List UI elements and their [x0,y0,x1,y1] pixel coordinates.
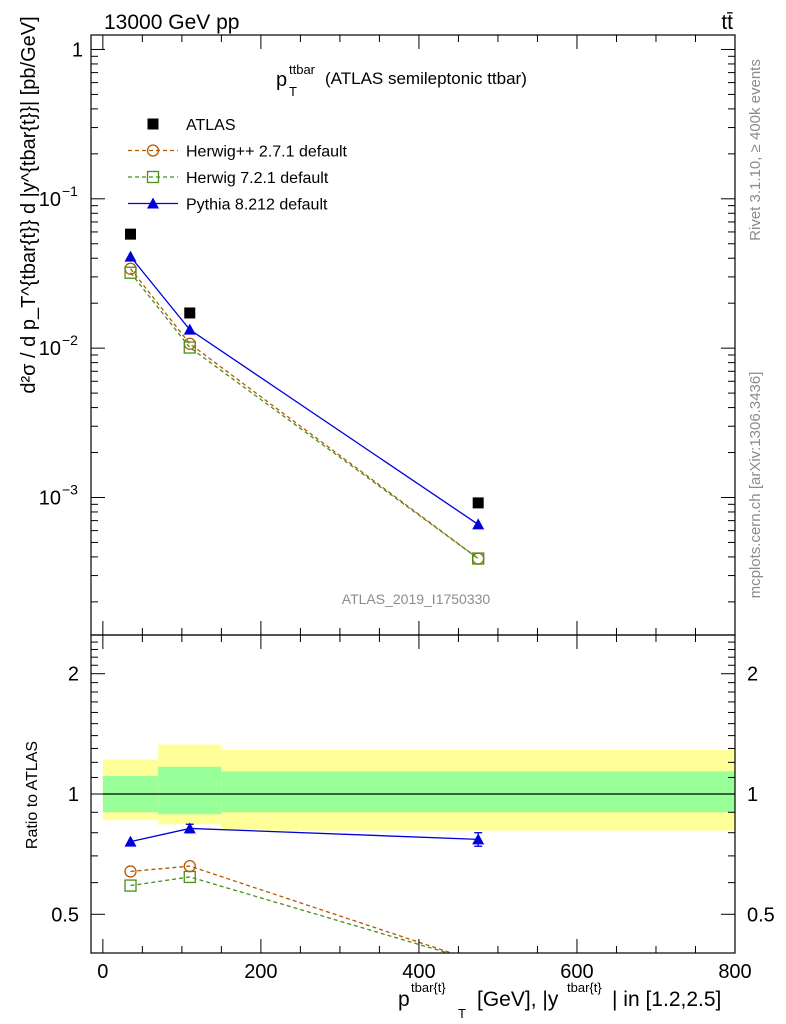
inner-band [221,771,735,813]
main-series-2-marker [124,266,137,279]
legend-marker-3 [147,197,159,209]
xlabel-superscript-2: tbar{t} [567,980,602,995]
main-series-0-marker [184,307,196,319]
main-y-tick-exponent: −3 [62,481,78,497]
main-y-tick-exponent: −1 [62,183,78,199]
legend-label-1: Herwig++ 2.7.1 default [186,144,348,161]
x-axis-label: p tbar{t} T [GeV], |y tbar{t} | in [1.2,… [398,980,721,1021]
legend: ATLAS Herwig++ 2.7.1 default Herwig 7.2.1 … [128,117,348,214]
title-rest: (ATLAS semileptonic ttbar) [325,69,527,88]
legend-label-3: Pythia 8.212 default [186,197,328,214]
main-series-3-marker [472,518,485,530]
x-tick-label: 0 [97,961,108,983]
inner-band [158,766,222,815]
main-y-axis: 110−110−210−3 [39,39,735,603]
main-series-3-marker [124,250,137,262]
ratio-series-2-marker [472,833,485,845]
ratio-y-tick-label: 0.5 [51,904,79,926]
ratio-y-tick-label-right: 2 [747,664,758,686]
ratio-y-axis: 0.5 0.5 1 1 2 2 [51,634,775,954]
xlabel-mid: [GeV], |y [477,988,559,1011]
energy-label: 13000 GeV pp [104,11,239,34]
xlabel-superscript: tbar{t} [411,980,446,995]
ratio-y-tick-label: 1 [68,784,79,806]
legend-marker-2 [146,170,160,184]
main-series-2-marker [472,552,485,565]
x-tick-label: 600 [560,961,593,983]
main-series-0-marker [125,228,137,240]
main-series-0-marker [472,497,484,509]
main-series-3-line [130,256,479,525]
main-y-tick-label: 10 [39,338,61,360]
xlabel-p: p [398,988,410,1011]
uncertainty-bands [102,744,735,831]
ratio-series-0-marker [124,865,137,878]
ratio-y-tick-label-right: 0.5 [747,904,775,926]
main-series-3-marker [183,323,196,335]
main-series-2-line [129,272,479,560]
main-y-tick-label: 10 [39,189,61,211]
ratio-series-1-marker [124,879,137,892]
ratio-series-1-marker [473,956,484,967]
ratio-y-tick-label: 2 [68,664,79,686]
legend-label-2: Herwig 7.2.1 default [186,170,329,187]
ratio-series-0-marker [473,956,484,967]
ratio-y-axis-label: Ratio to ATLAS [24,741,41,849]
main-y-axis-label: d²σ / d p_T^{tbar{t}} d |y^{tbar{t}}| [p… [18,16,40,393]
plot-title: p ttbar T (ATLAS semileptonic ttbar) [276,62,527,99]
ratio-series-0-line [130,865,454,953]
x-tick-label: 200 [244,961,277,983]
ratio-frame [90,634,736,954]
main-series-group [124,228,485,565]
main-y-tick-label: 10 [39,487,61,509]
legend-marker-0 [147,118,159,130]
title-superscript: ttbar [289,62,316,77]
legend-marker-1 [146,144,160,157]
xlabel-end: | in [1.2,2.5] [612,988,721,1011]
title-subscript: T [289,84,297,99]
process-label: tt̄ [721,11,733,34]
x-tick-label: 800 [718,961,751,983]
ratio-series-group [124,822,485,967]
legend-label-0: ATLAS [186,117,236,134]
ratio-series-2-marker [124,835,137,847]
analysis-id: ATLAS_2019_I1750330 [342,591,491,607]
main-y-tick-exponent: −2 [62,332,78,348]
title-p: p [276,69,287,91]
ratio-series-2-marker [183,822,196,834]
main-series-2-marker [183,341,196,354]
main-series-1-marker [183,337,196,350]
ratio-series-1-line [130,876,451,953]
main-series-1-line [129,268,479,560]
x-tick-label: 400 [402,961,435,983]
rivet-label: Rivet 3.1.10, ≥ 400k events [747,59,764,241]
ratio-y-tick-label-right: 1 [747,784,758,806]
mcplots-label: mcplots.cern.ch [arXiv:1306.3436] [747,372,764,599]
main-y-tick-label: 1 [72,39,83,61]
ratio-series-1-marker [183,870,196,884]
xlabel-subscript: T [458,1006,466,1021]
